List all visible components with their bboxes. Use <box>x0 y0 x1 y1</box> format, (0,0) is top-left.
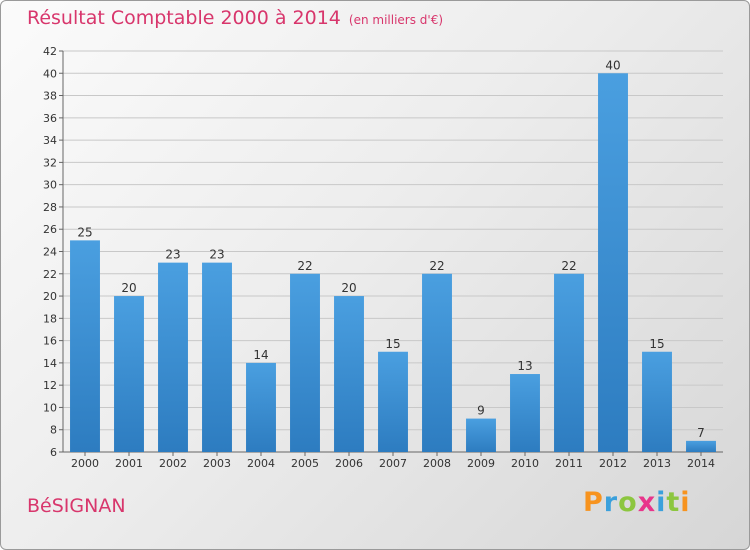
data-label-2009: 9 <box>477 404 485 418</box>
x-tick-label-2005: 2005 <box>291 457 319 470</box>
data-label-2000: 25 <box>77 225 92 239</box>
y-tick-label: 14 <box>43 357 57 370</box>
bar-2008 <box>422 273 452 452</box>
chart-title: Résultat Comptable 2000 à 2014 (en millie… <box>27 7 443 29</box>
y-tick-label: 42 <box>43 45 57 58</box>
x-tick-label-2013: 2013 <box>643 457 671 470</box>
data-label-2001: 20 <box>121 281 136 295</box>
bar-2013 <box>642 351 672 452</box>
x-tick-label-2011: 2011 <box>555 457 583 470</box>
bar-2014 <box>686 440 716 452</box>
data-label-2011: 22 <box>561 259 576 273</box>
bar-2010 <box>510 374 540 452</box>
y-tick-label: 34 <box>43 134 57 147</box>
logo-letter: P <box>583 487 604 518</box>
y-tick-label: 32 <box>43 156 57 169</box>
data-label-2010: 13 <box>517 359 532 373</box>
x-tick-label-2000: 2000 <box>71 457 99 470</box>
bar-2006 <box>334 296 364 452</box>
y-tick-label: 40 <box>43 67 57 80</box>
subtitle-text: (en milliers d'€) <box>348 13 444 27</box>
data-label-2004: 14 <box>253 348 268 362</box>
y-tick-label: 6 <box>50 446 57 459</box>
x-axis-labels: 2000 2001 2002 2003 2004 2005 2006 2007 2008 2009… <box>71 452 715 470</box>
bar-2003 <box>202 262 232 452</box>
y-tick-label: 22 <box>43 268 57 281</box>
y-tick-label: 18 <box>43 312 57 325</box>
y-tick-label: 8 <box>50 424 57 437</box>
y-tick-label: 10 <box>43 401 57 414</box>
y-tick-label: 38 <box>43 90 57 103</box>
x-tick-label-2012: 2012 <box>599 457 627 470</box>
x-tick-label-2014: 2014 <box>687 457 715 470</box>
proxiti-logo: Proxiti <box>583 487 691 518</box>
logo-letter: t <box>666 487 681 518</box>
x-tick-label-2006: 2006 <box>335 457 363 470</box>
title-text: Résultat Comptable 2000 à 2014 <box>27 7 341 29</box>
y-tick-label: 28 <box>43 201 57 214</box>
x-tick-label-2008: 2008 <box>423 457 451 470</box>
x-tick-label-2010: 2010 <box>511 457 539 470</box>
y-tick-label: 20 <box>43 290 57 303</box>
data-label-2008: 22 <box>429 259 444 273</box>
logo-letter: i <box>680 487 691 518</box>
bar-2001 <box>114 296 144 452</box>
x-tick-label-2001: 2001 <box>115 457 143 470</box>
x-tick-label-2003: 2003 <box>203 457 231 470</box>
x-tick-label-2009: 2009 <box>467 457 495 470</box>
bar-2002 <box>158 262 188 452</box>
y-tick-label: 30 <box>43 179 57 192</box>
data-label-2014: 7 <box>697 426 705 440</box>
commune-name: BéSIGNAN <box>27 495 126 517</box>
y-tick-label: 26 <box>43 223 57 236</box>
data-label-2003: 23 <box>209 248 224 262</box>
y-tick-label: 24 <box>43 246 57 259</box>
x-tick-label-2002: 2002 <box>159 457 187 470</box>
y-tick-label: 36 <box>43 112 57 125</box>
y-tick-label: 12 <box>43 379 57 392</box>
data-label-2002: 23 <box>165 248 180 262</box>
data-label-2012: 40 <box>605 58 620 72</box>
bar-2011 <box>554 273 584 452</box>
bar-2012 <box>598 73 628 453</box>
bar-2000 <box>70 240 100 452</box>
logo-letter: r <box>603 487 619 518</box>
y-tick-label: 16 <box>43 335 57 348</box>
logo-letter: x <box>637 487 657 518</box>
bar-2009 <box>466 418 496 452</box>
bar-2004 <box>246 362 276 452</box>
data-label-2013: 15 <box>649 337 664 351</box>
data-label-2005: 22 <box>297 259 312 273</box>
logo-letter: o <box>618 487 638 518</box>
x-tick-label-2007: 2007 <box>379 457 407 470</box>
bar-2007 <box>378 351 408 452</box>
logo-letter: i <box>656 487 667 518</box>
x-tick-label-2004: 2004 <box>247 457 275 470</box>
data-label-2006: 20 <box>341 281 356 295</box>
data-label-2007: 15 <box>385 337 400 351</box>
bars: 25 20 23 23 14 22 20 15 22 9 13 22 40 15 7 <box>70 58 716 453</box>
bar-2005 <box>290 273 320 452</box>
